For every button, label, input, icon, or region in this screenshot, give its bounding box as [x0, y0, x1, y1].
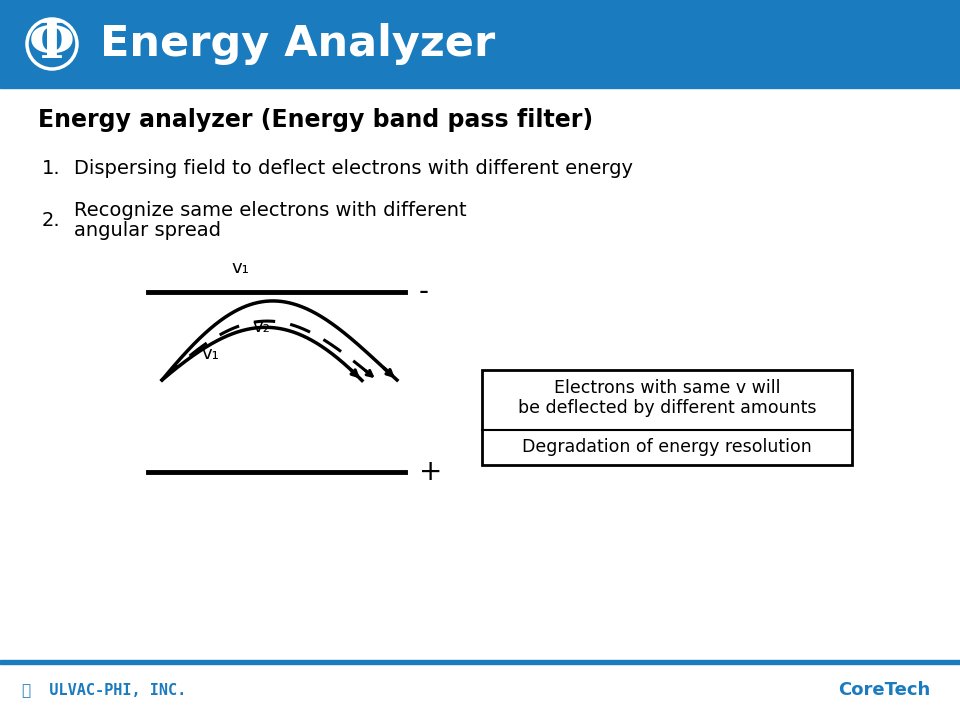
Text: Recognize same electrons with different: Recognize same electrons with different: [74, 200, 467, 220]
Bar: [482, 370, 852, 465]
Text: Energy analyzer (Energy band pass filter): Energy analyzer (Energy band pass filter…: [38, 108, 593, 132]
Text: Degradation of energy resolution: Degradation of energy resolution: [522, 438, 812, 456]
Text: 2.: 2.: [42, 210, 60, 230]
Text: v₂: v₂: [252, 318, 270, 336]
Text: Dispersing field to deflect electrons with different energy: Dispersing field to deflect electrons wi…: [74, 158, 633, 178]
Text: -: -: [419, 278, 429, 306]
Text: angular spread: angular spread: [74, 220, 221, 240]
Text: v₁: v₁: [201, 345, 219, 363]
Bar: [0, 660, 960, 664]
Text: Electrons with same v will: Electrons with same v will: [554, 379, 780, 397]
Text: 1.: 1.: [42, 158, 60, 178]
Text: Φ: Φ: [29, 19, 75, 70]
Text: CoreTech: CoreTech: [838, 681, 930, 699]
Text: v₁: v₁: [231, 259, 249, 277]
Text: ⓘ  ULVAC-PHI, INC.: ⓘ ULVAC-PHI, INC.: [22, 683, 186, 698]
Text: Energy Analyzer: Energy Analyzer: [100, 23, 495, 65]
Text: +: +: [419, 458, 443, 486]
Text: be deflected by different amounts: be deflected by different amounts: [517, 399, 816, 417]
Bar: [0, 0, 960, 88]
